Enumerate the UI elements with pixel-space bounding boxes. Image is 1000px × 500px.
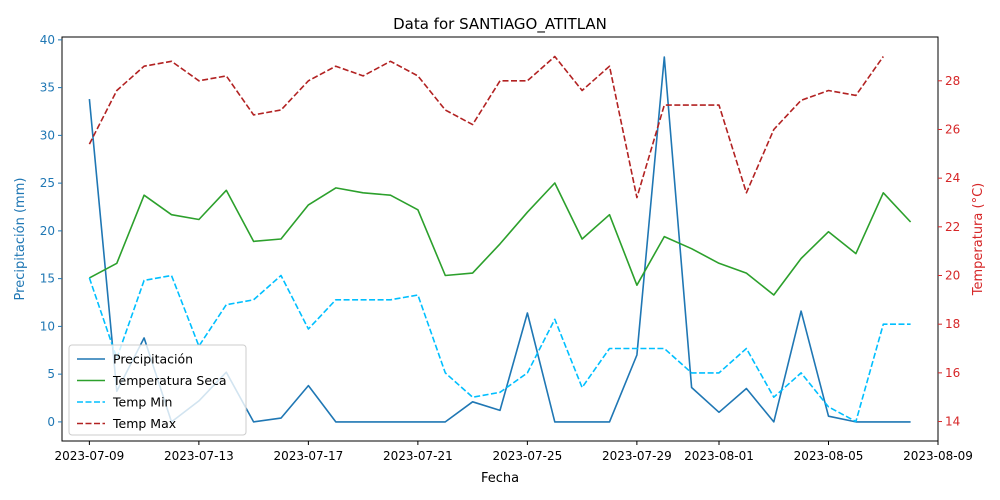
x-tick-label: 2023-07-29 bbox=[602, 449, 672, 463]
legend-label-3: Temp Min bbox=[112, 395, 172, 410]
y-left-tick-label: 5 bbox=[47, 367, 55, 381]
legend-label-2: Temperatura Seca bbox=[112, 373, 227, 388]
legend: Precipitación Temperatura Seca Temp Min Tem… bbox=[68, 344, 247, 436]
y-left-tick-label: 10 bbox=[40, 319, 55, 333]
y-right-tick-label: 16 bbox=[945, 366, 960, 380]
y-left-tick-label: 40 bbox=[40, 33, 55, 47]
axes: 2023-07-09 2023-07-13 2023-07-17 2023-07-21… bbox=[40, 33, 973, 463]
series-line-4 bbox=[88, 55, 884, 199]
x-tick-label: 2023-07-13 bbox=[164, 449, 234, 463]
series-line-2 bbox=[89, 182, 912, 296]
y-right-tick-label: 20 bbox=[945, 269, 960, 283]
legend-label-4: Temp Max bbox=[112, 416, 176, 431]
plot-frame bbox=[61, 36, 939, 442]
y-right-axis-label: Temperatura (°C) bbox=[971, 183, 986, 296]
legend-label-1: Precipitación bbox=[113, 352, 193, 367]
y-right-tick-label: 26 bbox=[945, 122, 960, 136]
x-tick-label: 2023-08-01 bbox=[684, 449, 754, 463]
y-right-tick-label: 14 bbox=[945, 415, 960, 429]
y-left-tick-label: 30 bbox=[40, 128, 55, 142]
x-axis-label: Fecha bbox=[481, 471, 519, 486]
x-tick-label: 2023-07-25 bbox=[493, 449, 563, 463]
y-left-tick-label: 25 bbox=[40, 176, 55, 190]
y-right-tick-label: 24 bbox=[945, 171, 960, 185]
y-left-tick-label: 0 bbox=[47, 415, 55, 429]
y-left-tick-label: 15 bbox=[40, 272, 55, 286]
y-left-axis-label: Precipitación (mm) bbox=[13, 178, 28, 301]
x-tick-label: 2023-07-09 bbox=[55, 449, 125, 463]
x-tick-label: 2023-08-09 bbox=[903, 449, 973, 463]
x-tick-label: 2023-07-21 bbox=[383, 449, 453, 463]
y-right-tick-label: 22 bbox=[945, 220, 960, 234]
y-right-tick-label: 28 bbox=[945, 74, 960, 88]
y-left-tick-label: 20 bbox=[40, 224, 55, 238]
chart-title: Data for SANTIAGO_ATITLAN bbox=[393, 15, 607, 34]
x-tick-label: 2023-08-05 bbox=[794, 449, 864, 463]
series-line-3 bbox=[88, 274, 911, 423]
legend-box bbox=[68, 344, 247, 436]
y-right-tick-label: 18 bbox=[945, 317, 960, 331]
y-left-tick-label: 35 bbox=[40, 81, 55, 95]
x-tick-label: 2023-07-17 bbox=[274, 449, 344, 463]
